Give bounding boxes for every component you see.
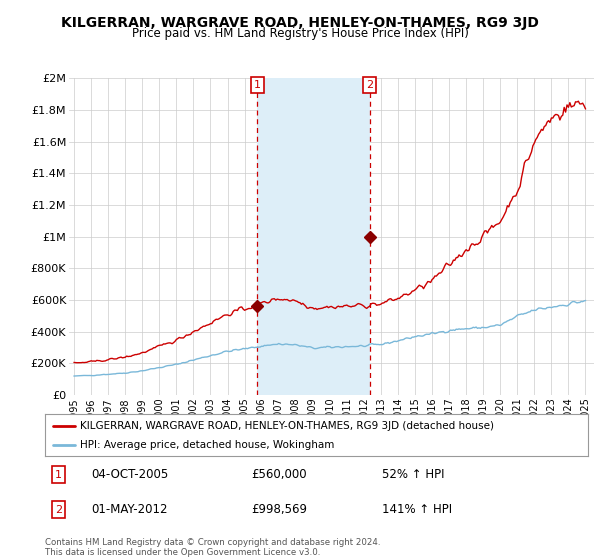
- Text: 01-MAY-2012: 01-MAY-2012: [91, 503, 167, 516]
- Text: Price paid vs. HM Land Registry's House Price Index (HPI): Price paid vs. HM Land Registry's House …: [131, 27, 469, 40]
- Text: HPI: Average price, detached house, Wokingham: HPI: Average price, detached house, Woki…: [80, 440, 335, 450]
- Text: KILGERRAN, WARGRAVE ROAD, HENLEY-ON-THAMES, RG9 3JD: KILGERRAN, WARGRAVE ROAD, HENLEY-ON-THAM…: [61, 16, 539, 30]
- Text: Contains HM Land Registry data © Crown copyright and database right 2024.
This d: Contains HM Land Registry data © Crown c…: [45, 538, 380, 557]
- Text: 52% ↑ HPI: 52% ↑ HPI: [382, 468, 444, 481]
- Text: 1: 1: [254, 80, 261, 90]
- Text: 2: 2: [55, 505, 62, 515]
- Text: 2: 2: [366, 80, 373, 90]
- Text: 04-OCT-2005: 04-OCT-2005: [91, 468, 169, 481]
- Text: KILGERRAN, WARGRAVE ROAD, HENLEY-ON-THAMES, RG9 3JD (detached house): KILGERRAN, WARGRAVE ROAD, HENLEY-ON-THAM…: [80, 421, 494, 431]
- Text: £560,000: £560,000: [251, 468, 307, 481]
- Text: 141% ↑ HPI: 141% ↑ HPI: [382, 503, 452, 516]
- Text: £998,569: £998,569: [251, 503, 307, 516]
- Text: 1: 1: [55, 470, 62, 479]
- Bar: [257, 78, 370, 395]
